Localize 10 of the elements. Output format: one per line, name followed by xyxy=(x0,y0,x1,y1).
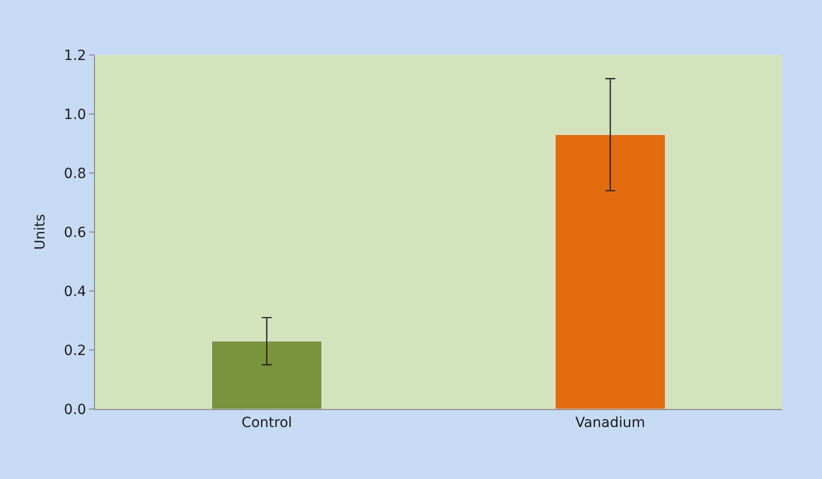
y-tick-label: 1.0 xyxy=(64,106,86,123)
y-tick-label: 0.8 xyxy=(64,166,86,182)
y-tick-label: 0.0 xyxy=(64,402,86,418)
y-tick-label: 1.2 xyxy=(64,48,86,64)
y-axis-title: Units xyxy=(32,214,49,250)
x-tick-label: Control xyxy=(241,414,292,431)
x-tick-label: Vanadium xyxy=(575,414,646,431)
y-tick-label: 0.4 xyxy=(64,284,86,300)
y-tick-label: 0.2 xyxy=(64,342,86,359)
y-tick-label: 0.6 xyxy=(64,224,86,241)
